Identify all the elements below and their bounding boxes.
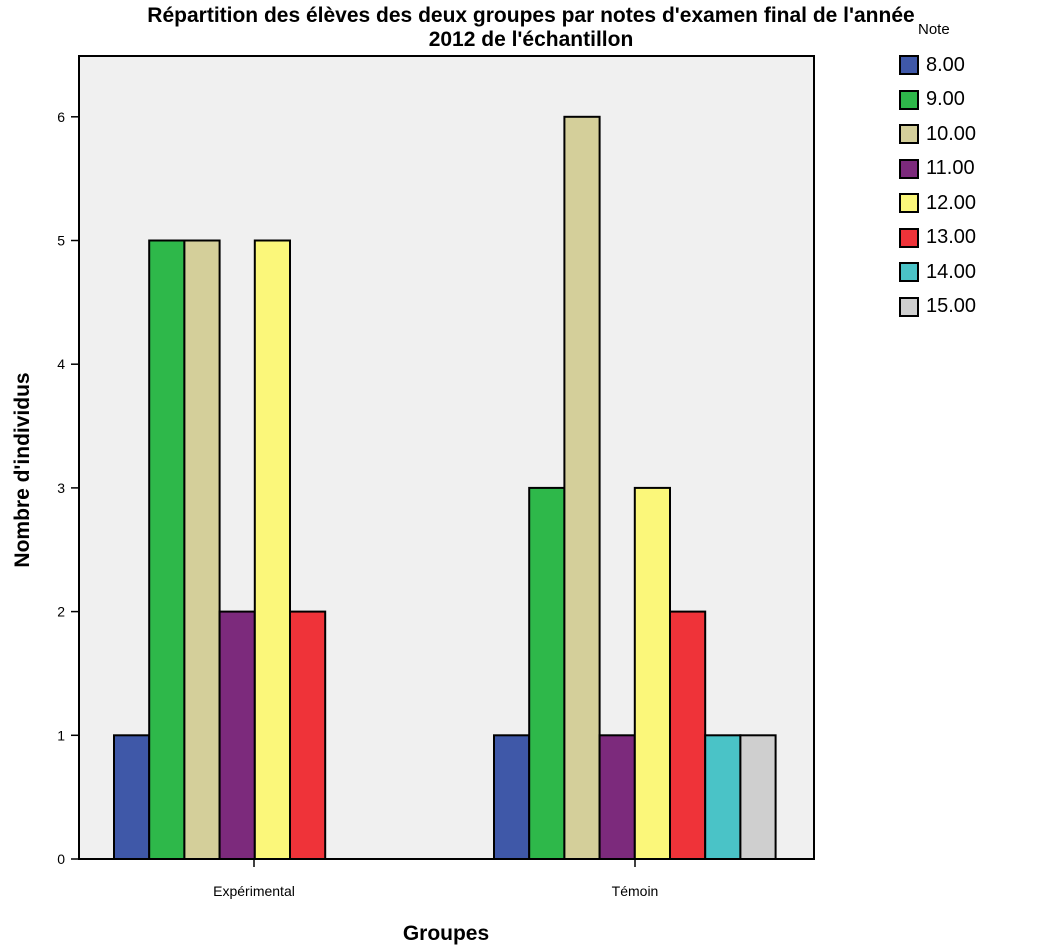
- bar: [183, 239, 221, 860]
- legend-item: 9.00: [899, 83, 976, 118]
- legend-item: 12.00: [899, 186, 976, 221]
- y-tick-label: 5: [57, 233, 65, 249]
- legend-swatch: [899, 296, 919, 317]
- bar: [113, 734, 151, 860]
- legend-item: 8.00: [899, 48, 976, 83]
- legend-item: 15.00: [899, 290, 976, 325]
- legend-label: 14.00: [926, 260, 977, 283]
- chart-title: Répartition des élèves des deux groupes …: [0, 0, 1062, 52]
- x-tick-label: Expérimental: [213, 883, 295, 899]
- bar: [563, 115, 601, 861]
- legend-item: 14.00: [899, 255, 976, 290]
- legend-swatch: [899, 124, 919, 145]
- y-tick-label: 4: [57, 356, 65, 372]
- legend-label: 15.00: [926, 295, 977, 318]
- chart-title-line-1: Répartition des élèves des deux groupes …: [147, 4, 915, 27]
- legend-swatch: [899, 158, 919, 179]
- y-tick-label: 0: [57, 851, 65, 867]
- y-tick-label: 6: [57, 109, 65, 125]
- bar: [218, 610, 256, 860]
- y-axis-title: Nombre d'individus: [11, 372, 34, 567]
- legend-label: 12.00: [926, 191, 977, 214]
- legend-item: 13.00: [899, 221, 976, 256]
- legend-label: 13.00: [926, 226, 977, 249]
- bar: [598, 734, 636, 860]
- bar: [528, 486, 566, 860]
- legend-label: 8.00: [926, 53, 965, 76]
- y-tick-label: 1: [57, 727, 65, 743]
- legend-swatch: [899, 89, 919, 110]
- legend-item: 10.00: [899, 117, 976, 152]
- bar: [739, 734, 777, 860]
- y-tick-label: 2: [57, 604, 65, 620]
- legend-swatch: [899, 55, 919, 76]
- bar: [704, 734, 742, 860]
- bar: [289, 610, 327, 860]
- legend: 8.00 9.00 10.00 11.00 12.00 13.00 14.00 15.00: [899, 48, 976, 324]
- legend-swatch: [899, 227, 919, 248]
- y-tick-label: 3: [57, 480, 65, 496]
- legend-label: 9.00: [926, 88, 965, 111]
- x-tick-label: Témoin: [612, 883, 659, 899]
- bar: [253, 239, 292, 860]
- x-axis-title: Groupes: [403, 922, 489, 945]
- legend-label: 11.00: [926, 157, 975, 180]
- legend-item: 11.00: [899, 152, 976, 187]
- legend-label: 10.00: [926, 122, 977, 145]
- bar: [148, 239, 186, 860]
- chart-title-line-2: 2012 de l'échantillon: [428, 28, 634, 51]
- bar: [669, 610, 707, 860]
- legend-title: Note: [918, 21, 950, 38]
- bar: [633, 486, 671, 860]
- bar: [493, 734, 531, 860]
- legend-swatch: [899, 262, 919, 283]
- legend-swatch: [899, 193, 919, 214]
